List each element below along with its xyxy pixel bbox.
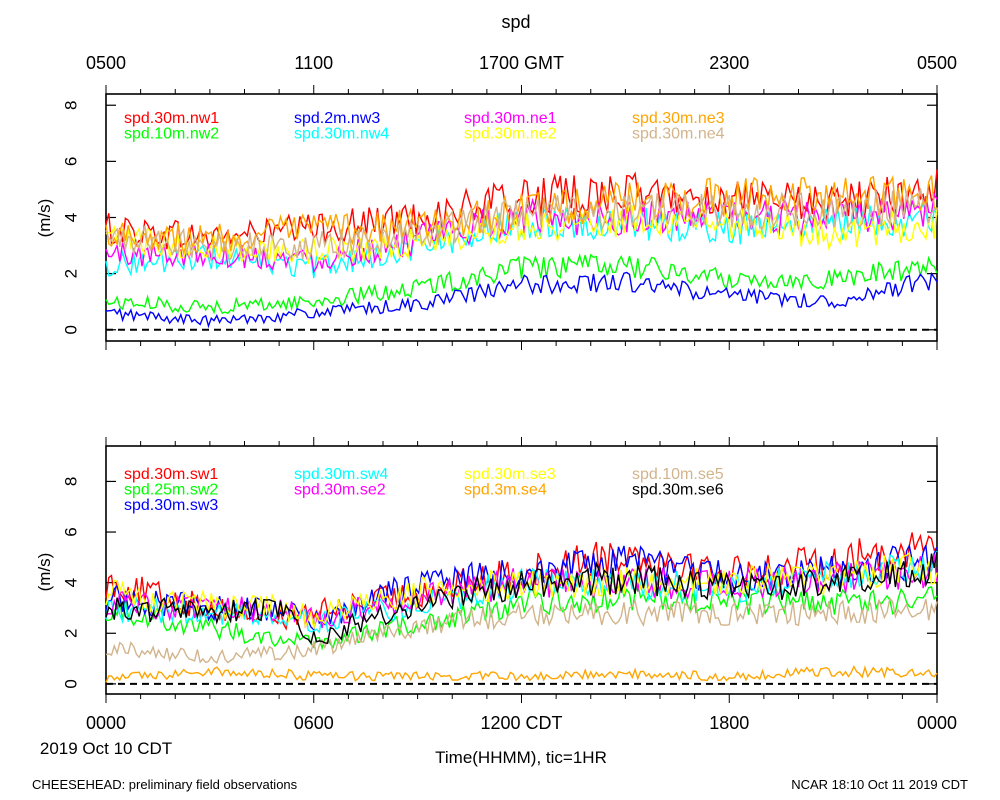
legend-entry: spd.30m.ne1	[464, 110, 557, 127]
legend-entry: spd.30m.nw4	[294, 126, 389, 143]
series-line-spd-10m-nw2	[105, 253, 938, 315]
top-x-tick-label: 1700 GMT	[479, 53, 564, 73]
top-ylabel: (m/s)	[35, 199, 54, 238]
bottom-x-tick-label: 0600	[294, 713, 334, 733]
bottom-x-tick-label: 0000	[86, 713, 126, 733]
footer-right: NCAR 18:10 Oct 11 2019 CDT	[791, 777, 968, 792]
bottom-x-tick-label: 1800	[709, 713, 749, 733]
bottom-x-tick-label: 1200 CDT	[480, 713, 562, 733]
legend-entry: spd.30m.ne4	[632, 126, 725, 143]
bottom-ylabel: (m/s)	[35, 553, 54, 592]
top-x-tick-label: 0500	[86, 53, 126, 73]
footer-left: CHEESEHEAD: preliminary field observatio…	[32, 777, 298, 792]
bottom-xlabel: Time(HHMM), tic=1HR	[435, 748, 607, 767]
y-tick-label: 2	[61, 629, 80, 638]
series-line-spd-30m-se3	[105, 551, 938, 630]
chart-title: spd	[501, 12, 530, 32]
top-plot-area: 02468spd.30m.nw1spd.10m.nw2spd.2m.nw3spd…	[61, 85, 938, 350]
y-tick-label: 4	[61, 213, 80, 222]
legend-entry: spd.30m.se2	[294, 482, 386, 499]
top-x-tick-label: 2300	[709, 53, 749, 73]
legend-entry: spd.30m.sw4	[294, 466, 388, 483]
legend-entry: spd.2m.nw3	[294, 110, 380, 127]
y-tick-label: 8	[61, 477, 80, 486]
series-line-spd-30m-se2	[105, 553, 938, 629]
date-label: 2019 Oct 10 CDT	[40, 739, 172, 758]
bottom-x-tick-label: 0000	[917, 713, 957, 733]
top-x-tick-label: 1100	[294, 53, 333, 73]
y-tick-label: 6	[61, 157, 80, 166]
y-tick-label: 0	[61, 325, 80, 334]
series-line-spd-30m-ne1	[105, 191, 938, 274]
top-x-tick-label: 0500	[917, 53, 957, 73]
legend-entry: spd.30m.ne2	[464, 126, 557, 143]
legend-entry: spd.30m.sw3	[124, 497, 218, 514]
y-tick-label: 2	[61, 269, 80, 278]
legend-entry: spd.25m.sw2	[124, 482, 218, 499]
top-xaxis-ticks: 0500 1100 1700 GMT 2300 0500	[86, 53, 957, 73]
series-line-spd-10m-se5	[105, 596, 938, 665]
series-line-spd-3m-se4	[105, 665, 938, 683]
y-tick-label: 6	[61, 527, 80, 536]
legend-entry: spd.30m.nw1	[124, 110, 219, 127]
series-line-spd-2m-nw3	[105, 271, 938, 329]
legend-entry: spd.10m.nw2	[124, 126, 219, 143]
series-line-spd-30m-ne4	[105, 188, 938, 262]
legend-entry: spd.10m.se5	[632, 466, 724, 483]
y-tick-label: 8	[61, 100, 80, 109]
series-line-spd-30m-se6	[105, 551, 938, 645]
legend-entry: spd.3m.se4	[464, 482, 547, 499]
legend-entry: spd.30m.se3	[464, 466, 556, 483]
series-line-spd-30m-ne2	[105, 203, 938, 264]
series-line-spd-30m-ne3	[105, 174, 938, 256]
legend-entry: spd.30m.sw1	[124, 466, 218, 483]
y-tick-label: 4	[61, 578, 80, 587]
legend-entry: spd.30m.ne3	[632, 110, 725, 127]
legend-entry: spd.30m.se6	[632, 482, 724, 499]
y-tick-label: 0	[61, 679, 80, 688]
bottom-xaxis-ticks: 0000 0600 1200 CDT 1800 0000	[86, 713, 957, 733]
series-line-spd-30m-sw4	[105, 550, 938, 634]
